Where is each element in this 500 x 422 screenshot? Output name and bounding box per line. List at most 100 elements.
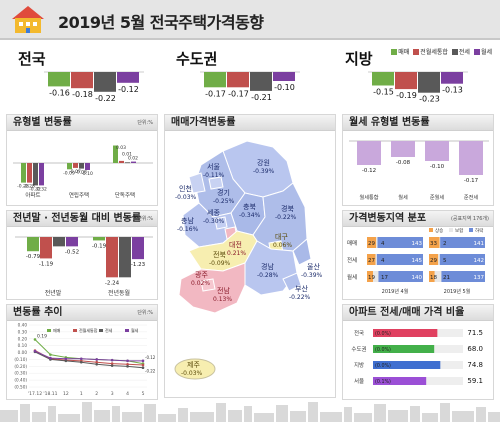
data-label: 17	[381, 275, 388, 281]
unit-label: 단위:%	[137, 120, 153, 126]
data-label: -0.09	[63, 170, 75, 176]
tick-label: '18.11	[43, 391, 57, 397]
type-change-panel: 유형별 변동률 단위:% -0.28 -0.28 -0.32 -0.32 아파트 -0.09…	[6, 114, 158, 206]
year-change-panel: 전년말 · 전년동월 대비 변동률 단위:% -0.79 -1.19 -0.52 전년말…	[6, 210, 158, 300]
bar	[357, 141, 381, 165]
data-label: 5	[443, 258, 447, 264]
bar	[113, 145, 118, 163]
map-label-gyeonggi-name: 경기	[217, 188, 230, 197]
bar	[119, 160, 124, 163]
region-name-local: 지방	[345, 50, 373, 68]
data-label: -0.52	[65, 249, 79, 255]
bar-segment	[434, 271, 442, 282]
bar	[40, 237, 52, 259]
data-label: 18	[430, 275, 437, 281]
bar	[48, 72, 70, 87]
map-region-seoul	[208, 176, 224, 190]
data-label: 145	[412, 258, 423, 264]
panel-title-text: 월세 유형별 변동률	[349, 117, 430, 128]
unit-label: (공표지역 176개)	[450, 216, 489, 222]
bar	[418, 72, 440, 93]
legend-swatch	[449, 228, 453, 232]
data-label: -0.10	[274, 83, 295, 92]
data-label: 0.01	[122, 151, 132, 157]
tick-label: 5	[142, 391, 145, 397]
bar	[131, 161, 136, 163]
column-label: 2019년 4월	[382, 288, 409, 295]
legend-label: 월세	[131, 327, 139, 333]
map-label-gwangju-name: 광주	[195, 271, 208, 279]
data-label: 4	[381, 258, 385, 264]
bar	[85, 163, 90, 170]
map-label-ulsan-name: 울산	[307, 262, 320, 271]
type-change-chart: -0.28-0.28-0.32-0.32아파트-0.09-0.07-0.08-0…	[13, 125, 153, 199]
map-label-gangwon-value: -0.39%	[253, 168, 275, 175]
rent-type-chart: -0.12 월세통합 -0.08 월세 -0.10 준월세 -0.17 준전세	[349, 140, 489, 201]
bar	[79, 163, 84, 169]
map-label-chungnam-value: -0.16%	[177, 226, 199, 233]
tick-label: (0.10)	[14, 357, 27, 362]
bar	[372, 72, 394, 86]
panel-title-text: 아파트 전세/매매 가격 비율	[349, 307, 465, 318]
data-point	[126, 359, 129, 363]
map-label-gyeongbuk-value: -0.22%	[275, 214, 297, 221]
row-label: 서울	[354, 377, 364, 385]
map-label-gyeongnam-name: 경남	[261, 262, 274, 271]
bar	[93, 237, 105, 241]
data-label: -0.19	[396, 91, 417, 100]
ratio-panel: 아파트 전세/매매 가격 비율 전국 (0.0%) 71.5 수도권 (0.0%) 68.…	[342, 304, 494, 400]
bar	[125, 162, 130, 164]
tick-label: 4	[126, 391, 129, 397]
tick-label: (0.20)	[14, 364, 27, 369]
tick-label: 0.40	[18, 323, 28, 328]
data-label: -0.12	[118, 85, 139, 94]
bar-segment	[367, 237, 377, 248]
bar-segment	[439, 237, 441, 248]
bar	[204, 72, 226, 88]
data-label: -0.12	[362, 168, 376, 174]
city-skyline-decoration	[0, 402, 500, 422]
data-point	[126, 362, 129, 366]
panel-title-text: 유형별 변동률	[13, 117, 72, 128]
data-point	[79, 357, 83, 361]
data-point	[95, 362, 99, 366]
map-label-incheon-value: -0.03%	[175, 194, 197, 201]
bar	[441, 72, 463, 84]
bar-segment	[375, 254, 377, 265]
data-point	[141, 366, 145, 370]
panel-title: 유형별 변동률 단위:%	[7, 115, 157, 131]
bar	[39, 163, 44, 186]
data-label: 21	[443, 275, 450, 281]
data-label: -0.79	[26, 254, 41, 260]
bar	[459, 141, 483, 175]
region-summary-chart: -0.16 -0.18 -0.22-0.12 -0.17 -0.17 -0.21-0.10…	[44, 71, 468, 104]
data-label: -0.18	[72, 90, 93, 99]
data-label: 142	[474, 258, 485, 264]
tick-label: 0.10	[18, 343, 28, 348]
data-point	[49, 353, 52, 356]
data-label: -0.17	[228, 89, 249, 98]
data-label: 71.5	[467, 329, 483, 337]
data-point	[33, 349, 37, 353]
data-label: -0.19	[92, 243, 107, 249]
map-label-seoul-value: -0.11%	[203, 172, 225, 179]
korea-map: 서울 -0.11% 인천 -0.03% 경기 -0.25% 강원 -0.39% …	[174, 140, 323, 380]
map-label-gyeonggi-value: -0.25%	[213, 198, 235, 205]
data-label: -0.22	[95, 94, 116, 103]
legend-swatch	[125, 329, 129, 332]
unit-label: 단위:%	[137, 216, 153, 222]
map-region-ulsan	[292, 238, 312, 266]
series-line	[34, 350, 144, 366]
bar	[373, 329, 438, 337]
trend-panel: 변동률 추이 단위:% 0.40 0.30 0.20 0.10 0.00 (0.10) (0.…	[6, 304, 158, 400]
legend-swatch-sale	[391, 48, 398, 55]
tick-label: 월세	[398, 193, 408, 201]
map-region-sejong	[214, 216, 228, 230]
bar-segment	[373, 271, 379, 282]
data-label: 0.03	[116, 145, 126, 151]
map-label-jeonnam-value: 0.13%	[213, 296, 232, 303]
data-label: (0.0%)	[375, 363, 391, 369]
tick-label: 12	[63, 391, 69, 397]
data-label: -0.28	[23, 184, 35, 190]
legend-label: 보합	[455, 227, 463, 234]
